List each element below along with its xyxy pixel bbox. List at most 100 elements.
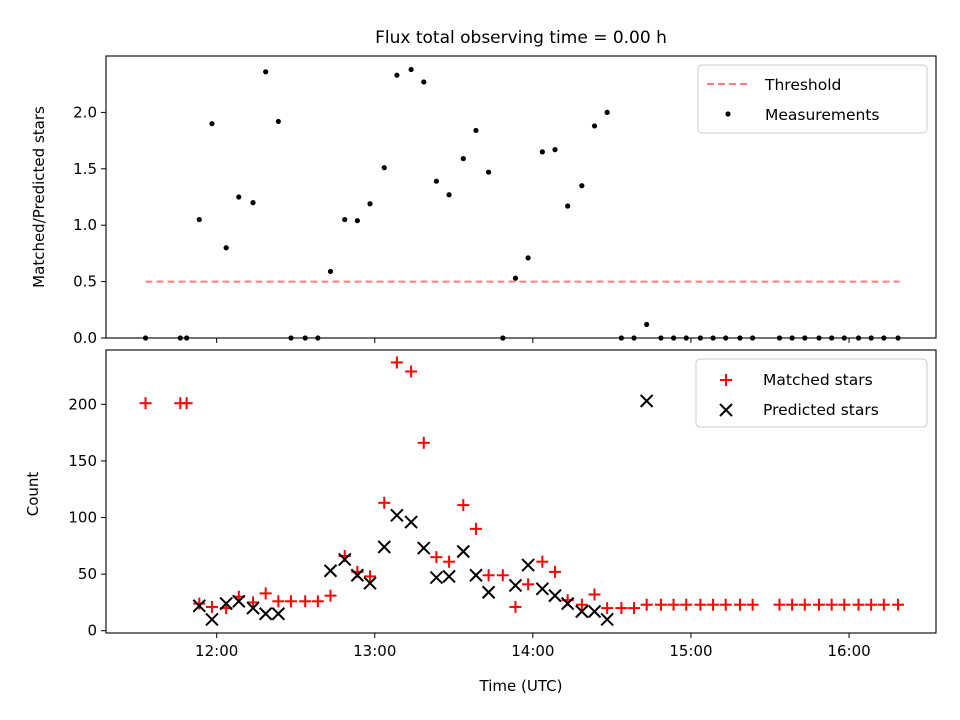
matched-point	[719, 598, 732, 611]
measurement-point	[433, 178, 440, 184]
predicted-point	[521, 558, 535, 572]
bottom-ytick-label: 100	[68, 509, 97, 527]
measurement-point	[327, 268, 334, 275]
top-ytick-label: 2.0	[73, 103, 97, 121]
measurement-point	[552, 147, 558, 153]
matched-point	[588, 588, 601, 601]
matched-point	[773, 598, 786, 611]
measurement-point	[604, 109, 610, 115]
measurement-point	[263, 69, 269, 75]
matched-point	[284, 595, 297, 608]
matched-point	[311, 595, 324, 608]
matched-point	[852, 598, 865, 611]
matched-point	[615, 602, 628, 615]
predicted-point	[548, 588, 562, 603]
matched-point	[299, 595, 312, 608]
matched-point	[259, 587, 272, 600]
matched-point	[746, 598, 759, 611]
matched-point	[496, 569, 509, 582]
measurement-point	[381, 165, 387, 171]
measurement-point	[644, 321, 650, 328]
measurement-point	[591, 123, 598, 129]
top-ytick-label: 1.5	[73, 160, 97, 178]
matched-point	[536, 555, 549, 568]
predicted-point	[429, 570, 444, 585]
top-ytick-label: 0.0	[73, 329, 97, 347]
predicted-point	[363, 576, 377, 590]
measurement-point	[275, 118, 281, 125]
predicted-point	[232, 594, 246, 609]
predicted-point	[258, 607, 273, 621]
bottom-panel: 0 50 100 150 200 12:00 13:00 14:00 15:00 16:00 C…	[24, 349, 937, 695]
matched-point	[680, 598, 693, 611]
legend-threshold-label: Threshold	[764, 76, 841, 94]
top-ytick-label: 0.5	[73, 273, 97, 291]
matched-point	[825, 598, 838, 611]
predicted-point	[442, 569, 456, 584]
predicted-point	[560, 596, 575, 611]
predicted-point	[323, 564, 338, 578]
measurement-point	[250, 200, 256, 206]
measurement-point	[236, 194, 242, 200]
measurement-point	[512, 275, 519, 281]
legend-predicted-label: Predicted stars	[763, 401, 879, 419]
measurement-point	[579, 183, 585, 189]
predicted-point	[587, 604, 602, 619]
predicted-point	[535, 582, 550, 596]
xtick-label: 16:00	[827, 642, 870, 660]
measurement-point	[342, 216, 348, 223]
predicted-point	[417, 541, 431, 555]
matched-point	[548, 565, 561, 578]
predicted-point	[481, 585, 496, 599]
xtick-label: 12:00	[195, 642, 238, 660]
measurement-point	[485, 169, 492, 175]
matched-point	[798, 598, 811, 611]
matched-point	[430, 551, 443, 564]
x-axis-label: Time (UTC)	[479, 677, 563, 695]
matched-point	[640, 598, 653, 611]
predicted-point	[338, 552, 352, 567]
top-legend-box	[697, 64, 928, 134]
measurement-point	[421, 79, 427, 85]
measurement-point	[367, 201, 373, 207]
predicted-point	[350, 568, 365, 582]
matched-point	[694, 598, 707, 611]
measurement-point	[209, 121, 215, 127]
measurement-point	[473, 127, 479, 134]
matched-point	[892, 598, 905, 611]
matched-point	[417, 436, 430, 449]
matched-point	[443, 555, 456, 568]
matched-point	[405, 365, 418, 378]
matched-point	[457, 499, 470, 512]
measurement-point	[223, 245, 229, 251]
matched-point	[707, 598, 720, 611]
chart-title: Flux total observing time = 0.00 h	[375, 28, 667, 48]
predicted-point	[404, 515, 418, 529]
matched-point	[364, 570, 377, 583]
predicted-point	[575, 604, 589, 619]
measurement-point	[408, 66, 414, 73]
top-legend: Threshold Measurements	[697, 64, 928, 134]
measurement-point	[525, 255, 531, 261]
matched-point	[522, 578, 535, 591]
matched-point	[378, 496, 391, 509]
predicted-point	[205, 612, 219, 627]
predicted-point	[639, 394, 654, 408]
bottom-axes-frame	[105, 349, 937, 634]
measurement-point	[539, 149, 545, 155]
matched-point	[667, 598, 680, 611]
predicted-point	[246, 601, 260, 615]
matched-point	[575, 598, 588, 611]
measurement-point	[354, 218, 360, 224]
top-ytick-label: 1.0	[73, 216, 97, 234]
matched-point	[139, 397, 152, 410]
matched-point	[247, 596, 260, 609]
predicted-point	[469, 568, 483, 582]
legend-matched-label: Matched stars	[763, 371, 873, 389]
top-axes-frame	[105, 55, 937, 339]
xtick-label: 14:00	[511, 642, 554, 660]
bottom-y-axis-label: Count	[24, 472, 42, 517]
measurement-point	[460, 156, 466, 162]
predicted-point	[219, 596, 233, 611]
matched-point	[469, 522, 482, 535]
